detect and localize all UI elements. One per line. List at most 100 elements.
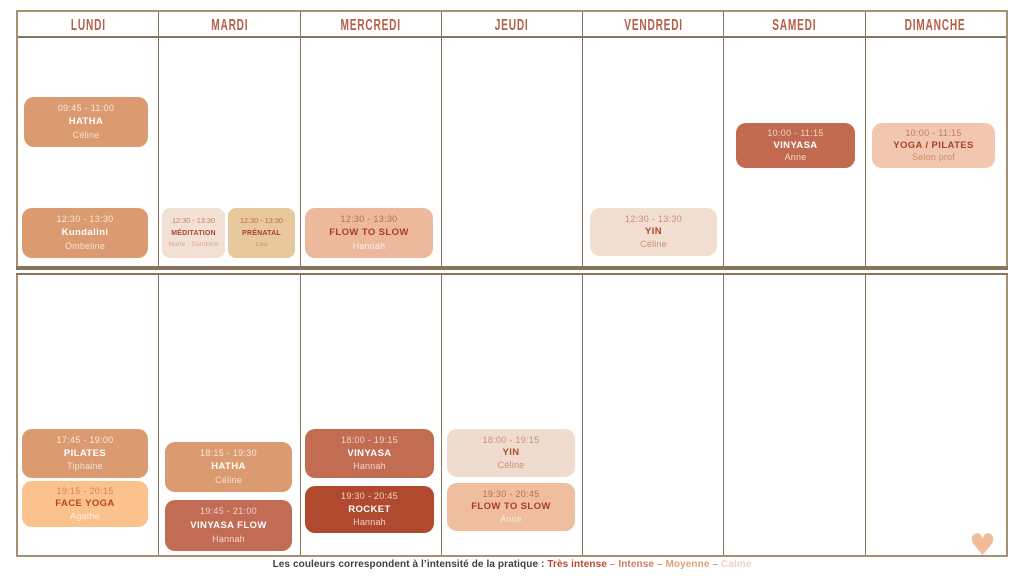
legend-separator: –: [606, 559, 619, 570]
card-title: HATHA: [211, 461, 246, 473]
card-title: PILATES: [63, 447, 107, 459]
card-title: YOGA / PILATES: [893, 139, 974, 151]
class-card-dimanche-yoga-pilates: 10:00 - 11:15 YOGA / PILATES Selon prof: [872, 123, 995, 168]
card-title: FLOW TO SLOW: [329, 227, 409, 239]
day-header-samedi: SAMEDI: [724, 12, 865, 36]
card-teacher: Hannah: [353, 516, 386, 527]
legend-item-intense: Intense: [618, 559, 655, 570]
card-title: FACE YOGA: [55, 498, 115, 510]
card-time: 10:00 - 11:15: [767, 127, 824, 138]
card-time: 18:15 - 19:30: [200, 448, 257, 459]
card-time: 19:45 - 21:00: [200, 506, 257, 517]
legend-separator: –: [654, 559, 666, 570]
class-card-mardi-hatha: 18:15 - 19:30 HATHA Céline: [165, 442, 292, 492]
column-vendredi: [583, 12, 725, 555]
day-header-row: LUNDI MARDI MERCREDI JEUDI VENDREDI SAME…: [18, 12, 1006, 38]
class-card-vendredi-yin: 12:30 - 13:30 YIN Céline: [590, 208, 717, 256]
card-time: 17:45 - 19:00: [56, 434, 114, 445]
card-teacher: Ombeline: [64, 240, 106, 251]
class-card-mardi-m-ditation: 12:30 - 13:30 MÉDITATION Marie - Sandrine: [162, 208, 225, 258]
card-title: MÉDITATION: [171, 229, 216, 237]
card-teacher: Anne: [784, 152, 807, 163]
grid-columns: [18, 12, 1006, 555]
day-label: LUNDI: [71, 14, 107, 34]
day-header-dimanche: DIMANCHE: [865, 12, 1006, 36]
column-mercredi: [301, 12, 442, 555]
card-title: VINYASA: [347, 447, 392, 459]
card-time: 12:30 - 13:30: [56, 214, 114, 225]
card-time: 12:30 - 13:30: [171, 215, 215, 225]
day-label: DIMANCHE: [904, 14, 966, 34]
day-label: JEUDI: [495, 14, 529, 34]
legend-items: Très intense – Intense – Moyenne – Calme: [547, 559, 751, 570]
day-header-mercredi: MERCREDI: [300, 12, 441, 36]
heart-icon: ♥: [969, 528, 996, 563]
column-lundi: [18, 12, 160, 555]
day-header-lundi: LUNDI: [18, 12, 159, 36]
day-header-mardi: MARDI: [159, 12, 300, 36]
column-mardi: [159, 12, 301, 555]
card-teacher: Agathe: [70, 510, 100, 521]
card-time: 12:30 - 13:30: [625, 213, 682, 224]
class-card-lundi-hatha: 09:45 - 11:00 HATHA Céline: [24, 97, 148, 147]
class-card-mercredi-flow-to-slow: 12:30 - 13:30 FLOW TO SLOW Hannah: [305, 208, 433, 258]
card-time: 12:30 - 13:30: [239, 215, 283, 225]
card-teacher: Céline: [497, 460, 525, 471]
card-teacher: Hannah: [353, 461, 386, 472]
card-title: Kundalini: [61, 227, 109, 239]
legend-separator: –: [709, 559, 721, 570]
class-card-jeudi-yin: 18:00 - 19:15 YIN Céline: [447, 429, 575, 477]
class-card-mercredi-vinyasa: 18:00 - 19:15 VINYASA Hannah: [305, 429, 434, 478]
card-teacher: Céline: [215, 474, 242, 485]
card-time: 09:45 - 11:00: [57, 103, 115, 114]
day-label: SAMEDI: [772, 14, 817, 34]
card-time: 12:30 - 13:30: [340, 214, 398, 225]
card-title: YIN: [502, 447, 520, 459]
card-title: VINYASA FLOW: [190, 519, 267, 531]
card-title: PRÉNATAL: [242, 229, 281, 237]
card-teacher: Hannah: [212, 533, 245, 544]
legend-item-tr-s-intense: Très intense: [547, 559, 607, 570]
class-card-lundi-pilates: 17:45 - 19:00 PILATES Tiphaine: [22, 429, 148, 478]
card-time: 19:30 - 20:45: [341, 491, 398, 502]
card-teacher: Céline: [72, 129, 100, 140]
class-card-mardi-pr-natal: 12:30 - 13:30 PRÉNATAL Lou: [228, 208, 295, 258]
section-divider: [16, 266, 1008, 275]
card-title: ROCKET: [348, 503, 391, 515]
card-teacher: Anne: [500, 514, 522, 525]
card-time: 19:30 - 20:45: [482, 488, 540, 499]
card-time: 18:00 - 19:15: [482, 434, 540, 445]
day-label: MERCREDI: [340, 14, 402, 34]
card-teacher: Marie - Sandrine: [168, 241, 219, 249]
class-card-lundi-kundalini: 12:30 - 13:30 Kundalini Ombeline: [22, 208, 148, 258]
column-samedi: [724, 12, 866, 555]
intensity-legend: Les couleurs correspondent à l’intensité…: [0, 559, 1024, 571]
column-jeudi: [442, 12, 584, 555]
legend-label: Les couleurs correspondent à l’intensité…: [272, 559, 545, 570]
card-teacher: Hannah: [352, 240, 386, 251]
card-time: 10:00 - 11:15: [905, 127, 962, 138]
card-title: HATHA: [68, 116, 104, 128]
day-label: VENDREDI: [623, 14, 683, 34]
card-title: VINYASA: [773, 139, 818, 151]
day-header-vendredi: VENDREDI: [583, 12, 724, 36]
card-time: 18:00 - 19:15: [341, 434, 398, 445]
day-label: MARDI: [211, 14, 249, 34]
class-card-mercredi-rocket: 19:30 - 20:45 ROCKET Hannah: [305, 486, 434, 533]
card-time: 19:15 - 20:15: [56, 486, 114, 497]
class-card-jeudi-flow-to-slow: 19:30 - 20:45 FLOW TO SLOW Anne: [447, 483, 575, 531]
card-teacher: Tiphaine: [67, 461, 103, 472]
card-teacher: Céline: [640, 239, 667, 250]
day-header-jeudi: JEUDI: [441, 12, 582, 36]
card-teacher: Lou: [255, 241, 268, 249]
card-teacher: Selon prof: [911, 152, 956, 163]
class-card-samedi-vinyasa: 10:00 - 11:15 VINYASA Anne: [736, 123, 855, 168]
legend-item-moyenne: Moyenne: [665, 559, 710, 570]
card-title: YIN: [644, 226, 663, 238]
card-title: FLOW TO SLOW: [471, 501, 551, 513]
class-card-mardi-vinyasa-flow: 19:45 - 21:00 VINYASA FLOW Hannah: [165, 500, 292, 551]
legend-item-calme: Calme: [720, 559, 752, 570]
class-card-lundi-face-yoga: 19:15 - 20:15 FACE YOGA Agathe: [22, 481, 148, 527]
